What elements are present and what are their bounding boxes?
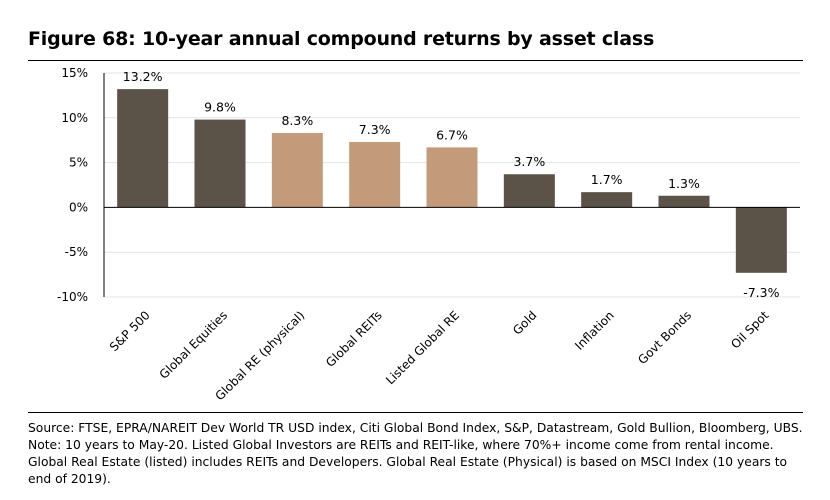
bar-global-reits: [349, 141, 401, 208]
data-label: 9.8%: [204, 100, 236, 115]
x-tick-label: S&P 500: [107, 308, 153, 354]
source-note: Source: FTSE, EPRA/NAREIT Dev World TR U…: [28, 421, 803, 486]
y-tick-label: 10%: [61, 111, 88, 125]
y-tick-label: 5%: [69, 156, 88, 170]
data-label: 6.7%: [436, 127, 468, 142]
x-tick-label: Global RE (physical): [212, 308, 307, 403]
x-tick-label: Gold: [510, 308, 539, 337]
x-tick-label: Govt Bonds: [635, 308, 694, 367]
x-tick-label: Global REITs: [323, 308, 385, 370]
bar-inflation: [581, 192, 633, 208]
top-rule: [28, 60, 803, 61]
data-label: 7.3%: [359, 122, 391, 137]
bar-chart: 15% 10% 5% 0% -5% -10% 13.2% S&P 500 9.8% Global …: [57, 66, 800, 403]
bar-global-equities: [194, 119, 246, 208]
data-label: 8.3%: [281, 113, 313, 128]
x-tick-label: Listed Global RE: [383, 308, 462, 387]
x-tick-label: Oil Spot: [728, 308, 771, 351]
data-label: 1.3%: [668, 176, 700, 191]
bar-gold: [503, 174, 555, 208]
x-tick-label: Inflation: [572, 308, 617, 353]
bar-oil-spot: [735, 207, 787, 273]
y-tick-label: -5%: [65, 245, 88, 259]
bar-s-p-500: [117, 89, 169, 208]
bar-listed-global-re: [426, 147, 478, 208]
bar-global-re-physical: [271, 133, 323, 208]
data-label: 3.7%: [513, 154, 545, 169]
x-tick-label: Global Equities: [157, 308, 230, 381]
y-tick-label: 0%: [69, 200, 88, 214]
y-tick-label: 15%: [61, 66, 88, 80]
y-tick-label: -10%: [57, 290, 88, 304]
data-label: 1.7%: [591, 172, 623, 187]
data-label: -7.3%: [743, 285, 779, 300]
data-label: 13.2%: [123, 69, 163, 84]
bar-govt-bonds: [658, 195, 710, 208]
chart-title: Figure 68: 10-year annual compound retur…: [28, 28, 655, 50]
bottom-rule: [28, 412, 803, 413]
